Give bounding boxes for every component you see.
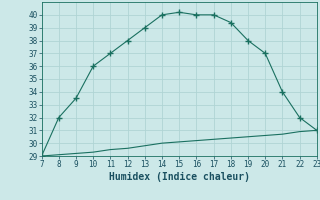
X-axis label: Humidex (Indice chaleur): Humidex (Indice chaleur) — [109, 172, 250, 182]
